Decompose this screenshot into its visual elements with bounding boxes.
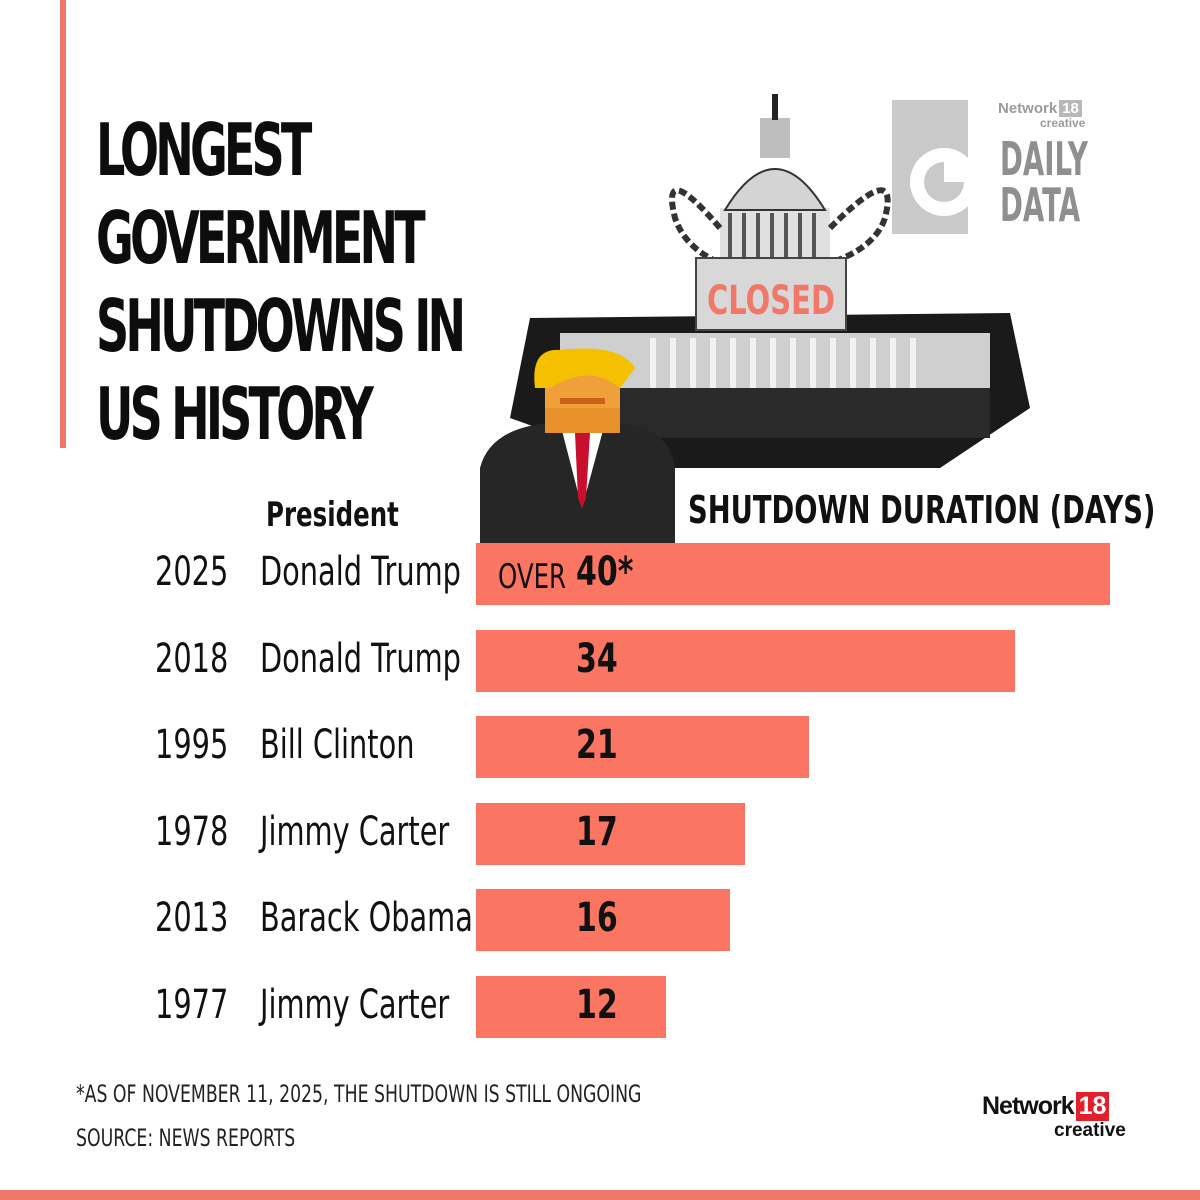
brand-network-word: Network (998, 100, 1058, 117)
value-label: 16 (576, 895, 618, 942)
duration-bar (476, 976, 666, 1038)
duration-bar (476, 716, 809, 779)
brand-creative-text: creative (1040, 116, 1086, 130)
president-name: Jimmy Carter (260, 808, 450, 855)
president-name: Barack Obama (260, 895, 473, 942)
value-label: 34 (576, 635, 618, 682)
title-line-1: LONGEST (96, 108, 312, 192)
value-label: 12 (576, 982, 618, 1028)
year-label: 2025 (155, 549, 229, 595)
network18-creative-logo: Network 18 creative (982, 1090, 1142, 1150)
capitol-closed-illustration: CLOSED (480, 94, 1030, 548)
logo-creative-text: creative (1054, 1120, 1126, 1141)
duration-bar (476, 889, 730, 952)
title-line-4: US HISTORY (96, 372, 374, 456)
duration-bar (476, 543, 1110, 605)
chart-title: LONGEST GOVERNMENT SHUTDOWNS IN US HISTO… (96, 106, 466, 458)
brand-network-text: Network 18 (998, 100, 1082, 117)
source-note: SOURCE: NEWS REPORTS (76, 1124, 296, 1152)
logo-network-text: Network 18 (982, 1092, 1110, 1121)
bottom-accent-band (0, 1190, 1200, 1200)
daily-data-wordmark: DAILY DATA (1000, 136, 1088, 228)
year-label: 1978 (155, 808, 229, 855)
president-name: Donald Trump (260, 549, 461, 595)
accent-line (60, 0, 66, 448)
year-label: 2013 (155, 895, 229, 942)
data-word: DATA (1000, 178, 1081, 232)
footnote: *AS OF NOVEMBER 11, 2025, THE SHUTDOWN I… (76, 1080, 642, 1108)
daily-data-logo-icon (892, 100, 978, 234)
president-name: Bill Clinton (260, 722, 415, 769)
logo-network-word: Network (982, 1092, 1075, 1120)
closed-sign-text: CLOSED (707, 278, 835, 324)
president-name: Donald Trump (260, 635, 461, 682)
title-line-3: SHUTDOWNS IN (96, 284, 466, 368)
daily-data-brand: Network 18 creative DAILY DATA (892, 98, 1092, 238)
daily-word: DAILY (1000, 132, 1088, 186)
value-label: 40* (576, 549, 634, 595)
brand-18-badge: 18 (1059, 100, 1082, 117)
duration-bar (476, 802, 745, 865)
logo-18-badge: 18 (1075, 1092, 1110, 1121)
duration-bar (476, 629, 1015, 692)
year-label: 1995 (155, 722, 229, 769)
duration-column-header: SHUTDOWN DURATION (DAYS) (688, 488, 1156, 532)
value-label: 17 (576, 808, 618, 855)
president-name: Jimmy Carter (260, 982, 450, 1028)
value-label: 21 (576, 722, 618, 769)
president-column-header: President (266, 495, 399, 535)
value-prefix-label: OVER (498, 557, 567, 597)
year-label: 2018 (155, 635, 229, 682)
year-label: 1977 (155, 982, 229, 1028)
title-line-2: GOVERNMENT (96, 196, 426, 280)
